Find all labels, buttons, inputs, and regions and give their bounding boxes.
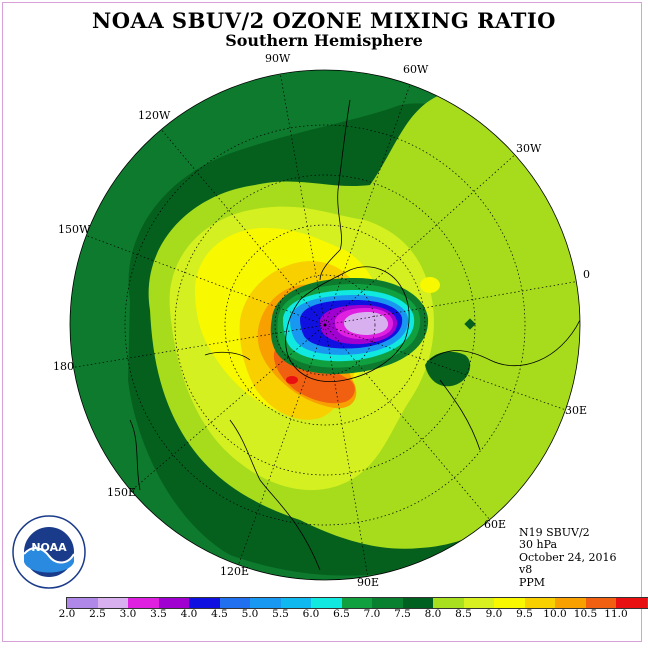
lon-label-0: 0 <box>583 268 590 281</box>
lon-label-60w: 60W <box>403 63 429 76</box>
meridians <box>70 71 580 579</box>
australia-coast <box>229 419 321 571</box>
colorbar <box>66 597 648 609</box>
colorbar-tick-label: 3.0 <box>119 608 137 620</box>
coastlines <box>129 99 580 571</box>
colorbar-segment <box>280 598 311 608</box>
colorbar-segment <box>128 598 159 608</box>
meridian <box>70 324 326 369</box>
lon-label-120w: 120W <box>138 109 171 122</box>
colorbar-tick-label: 9.0 <box>485 608 503 620</box>
colorbar-segment <box>463 598 494 608</box>
colorbar-ticks: 2.0 2.5 3.0 3.5 4.0 4.5 5.0 5.5 6.0 6.5 7.0 7.5 8.0 8… <box>0 608 648 622</box>
colorbar-segment <box>67 598 98 608</box>
contour-feature <box>425 351 471 387</box>
colorbar-segment <box>494 598 525 608</box>
colorbar-segment <box>555 598 586 608</box>
colorbar-tick-label: 6.0 <box>302 608 320 620</box>
colorbar-tick-label: 4.0 <box>180 608 198 620</box>
map-boundary <box>69 69 581 581</box>
contour-band-2.5 <box>344 312 389 335</box>
colorbar-tick-label: 6.5 <box>333 608 350 620</box>
instrument-label: N19 SBUV/2 <box>519 526 590 539</box>
meridian <box>324 324 491 521</box>
africa-coast-2 <box>439 379 481 451</box>
image-frame <box>2 2 642 642</box>
latitude-circle <box>124 124 526 526</box>
colorbar-tick-label: 9.5 <box>516 608 533 620</box>
meridian <box>324 78 413 326</box>
lon-label-60e: 60E <box>484 518 507 531</box>
colorbar-segment <box>402 598 433 608</box>
metadata-block: N19 SBUV/2 30 hPa October 24, 2016 v8 PP… <box>519 526 617 589</box>
colorbar-segment <box>524 598 555 608</box>
lon-label-180: 180 <box>53 360 74 373</box>
contour-feature <box>420 277 440 293</box>
new-zealand-coast <box>129 419 141 491</box>
meridian <box>237 324 326 567</box>
colorbar-segment <box>616 598 647 608</box>
colorbar-segment <box>189 598 220 608</box>
colorbar-tick-label: 2.0 <box>58 608 76 620</box>
meridian <box>324 280 580 326</box>
meridian <box>324 324 567 411</box>
colorbar-segment <box>250 598 281 608</box>
africa-coast <box>429 319 580 367</box>
map-title: NOAA SBUV/2 OZONE MIXING RATIO <box>92 8 556 33</box>
version-label: v8 <box>519 563 533 577</box>
lon-label-150e: 150E <box>107 486 137 499</box>
colorbar-tick-label: 4.5 <box>211 608 228 620</box>
lon-label-30e: 30E <box>565 404 588 417</box>
colorbar-tick-label: 5.5 <box>272 608 289 620</box>
colorbar-segment <box>372 598 403 608</box>
latitude-circle <box>224 224 426 426</box>
lon-label-90e: 90E <box>357 576 380 589</box>
colorbar-segment <box>158 598 189 608</box>
latitude-circle <box>174 174 476 476</box>
colorbar-tick-label: 2.5 <box>89 608 106 620</box>
antarctic-peninsula <box>319 249 341 281</box>
map-subtitle: Southern Hemisphere <box>225 31 423 50</box>
meridian <box>159 127 326 326</box>
colorbar-tick-label: 5.0 <box>241 608 259 620</box>
south-america-coast <box>337 99 351 251</box>
date-label: October 24, 2016 <box>519 550 617 564</box>
colorbar-segment <box>585 598 616 608</box>
colorbar-tick-label: 8.5 <box>455 608 472 620</box>
antarctica-coast <box>285 266 410 382</box>
lon-label-150w: 150W <box>58 223 91 236</box>
ross-sea-coast <box>204 351 251 361</box>
colorbar-segment <box>311 598 342 608</box>
contour-feature <box>464 318 476 330</box>
colorbar-segment <box>433 598 464 608</box>
colorbar-tick-label: 10.5 <box>573 608 598 620</box>
colorbar-tick-label: 10.0 <box>543 608 567 620</box>
colorbar-tick-label: 8.0 <box>424 608 442 620</box>
colorbar-segment <box>341 598 372 608</box>
lon-label-120e: 120E <box>220 565 250 578</box>
meridian <box>279 71 326 326</box>
noaa-logo: NOAA <box>12 515 86 589</box>
colorbar-tick-label: 7.5 <box>394 608 411 620</box>
latitude-circle <box>274 274 376 376</box>
colorbar-tick-label: 7.0 <box>363 608 381 620</box>
lon-label-30w: 30W <box>516 142 542 155</box>
contour-band-11.0 <box>286 376 298 384</box>
latitude-circles <box>124 124 526 526</box>
meridian <box>324 324 369 579</box>
colorbar-tick-label: 3.5 <box>150 608 167 620</box>
meridian <box>84 234 326 326</box>
colorbar-tick-label: 11.0 <box>604 608 628 620</box>
pressure-level-label: 30 hPa <box>519 538 558 552</box>
units-label: PPM <box>519 575 546 589</box>
colorbar-segment <box>219 598 250 608</box>
lon-label-90w: 90W <box>265 52 291 65</box>
colorbar-segment <box>646 598 648 608</box>
colorbar-segment <box>97 598 128 608</box>
noaa-logo-text: NOAA <box>31 541 67 554</box>
